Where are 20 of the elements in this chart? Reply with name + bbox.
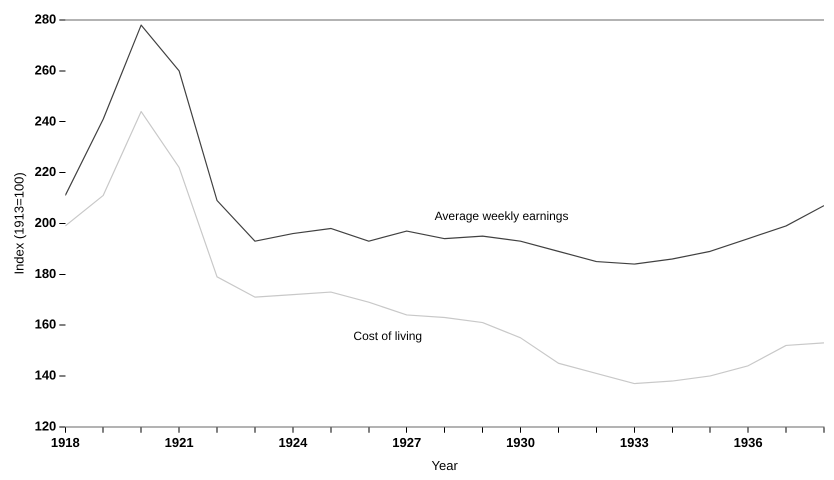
x-tick-label: 1930 <box>506 435 535 450</box>
x-axis-title: Year <box>432 458 458 473</box>
x-tick-label: 1933 <box>620 435 649 450</box>
series-label: Cost of living <box>353 328 422 343</box>
x-tick-label: 1927 <box>392 435 422 450</box>
x-tick-label: 1921 <box>164 435 194 450</box>
series-label: Average weekly earnings <box>434 208 568 223</box>
y-tick-label: 180 <box>34 266 56 281</box>
x-tick-label: 1924 <box>278 435 308 450</box>
x-tick-label: 1936 <box>734 435 763 450</box>
y-tick-label: 280 <box>34 12 56 27</box>
y-tick-label: 140 <box>34 368 56 383</box>
y-tick-label: 160 <box>34 316 56 332</box>
y-tick-label: 260 <box>34 62 56 78</box>
y-tick-label: 220 <box>34 164 56 180</box>
y-tick-label: 200 <box>34 214 56 230</box>
x-tick-label: 1918 <box>50 435 80 450</box>
y-tick-label: 120 <box>34 418 56 434</box>
y-axis-title: Index (1913=100) <box>11 172 26 275</box>
y-tick-label: 240 <box>34 113 56 128</box>
